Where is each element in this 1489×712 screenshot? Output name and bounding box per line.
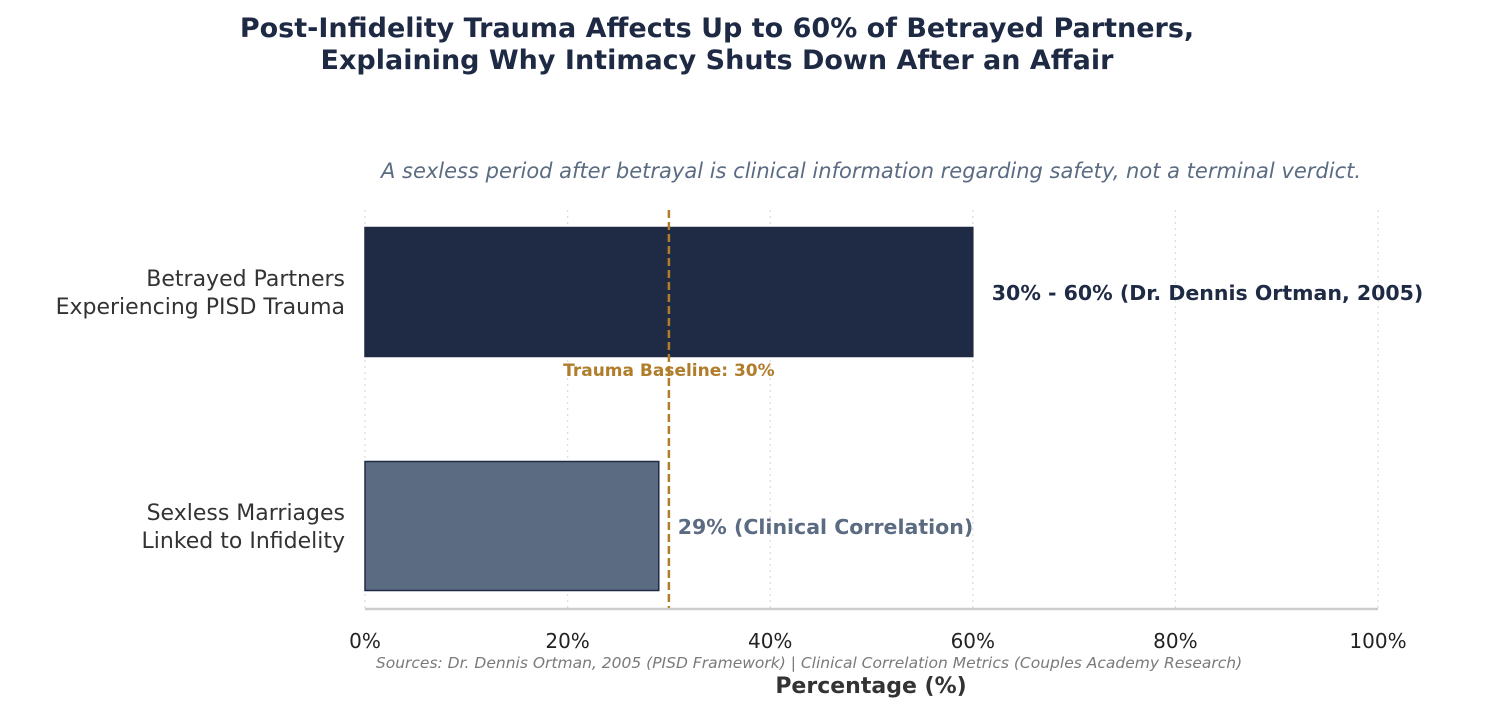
x-axis-label: Percentage (%)	[775, 674, 966, 699]
category-labels: Betrayed Partners Experiencing PISD Traum…	[56, 267, 345, 554]
x-tick-label-3: 60%	[951, 629, 995, 653]
category-label-0-line-0: Betrayed Partners	[146, 267, 345, 292]
bar-1	[364, 460, 660, 592]
x-tick-labels: 0% 20% 40% 60% 80% 100%	[349, 629, 1406, 653]
x-tick-label-4: 80%	[1153, 629, 1197, 653]
data-label-0: 30% - 60% (Dr. Dennis Ortman, 2005)	[992, 281, 1424, 305]
chart-title-line-2: Explaining Why Intimacy Shuts Down After…	[321, 45, 1115, 76]
x-tick-label-2: 40%	[748, 629, 792, 653]
reference-line-group: Trauma Baseline: 30%	[563, 210, 775, 609]
x-tick-label-1: 20%	[545, 629, 589, 653]
category-label-0-line-1: Experiencing PISD Trauma	[56, 295, 345, 320]
data-labels: 30% - 60% (Dr. Dennis Ortman, 2005) 29% (…	[678, 281, 1424, 539]
chart-subtitle: A sexless period after betrayal is clini…	[379, 159, 1361, 183]
category-label-1-line-1: Linked to Infidelity	[142, 529, 346, 554]
data-label-1: 29% (Clinical Correlation)	[678, 515, 973, 539]
source-note: Sources: Dr. Dennis Ortman, 2005 (PISD F…	[376, 654, 1242, 672]
chart-title: Post-Infidelity Trauma Affects Up to 60%…	[240, 13, 1194, 76]
category-label-1-line-0: Sexless Marriages	[147, 501, 345, 526]
x-tick-label-5: 100%	[1349, 629, 1406, 653]
chart-title-line-1: Post-Infidelity Trauma Affects Up to 60%…	[240, 13, 1194, 44]
reference-line-label: Trauma Baseline: 30%	[563, 361, 775, 381]
x-tick-label-0: 0%	[349, 629, 381, 653]
